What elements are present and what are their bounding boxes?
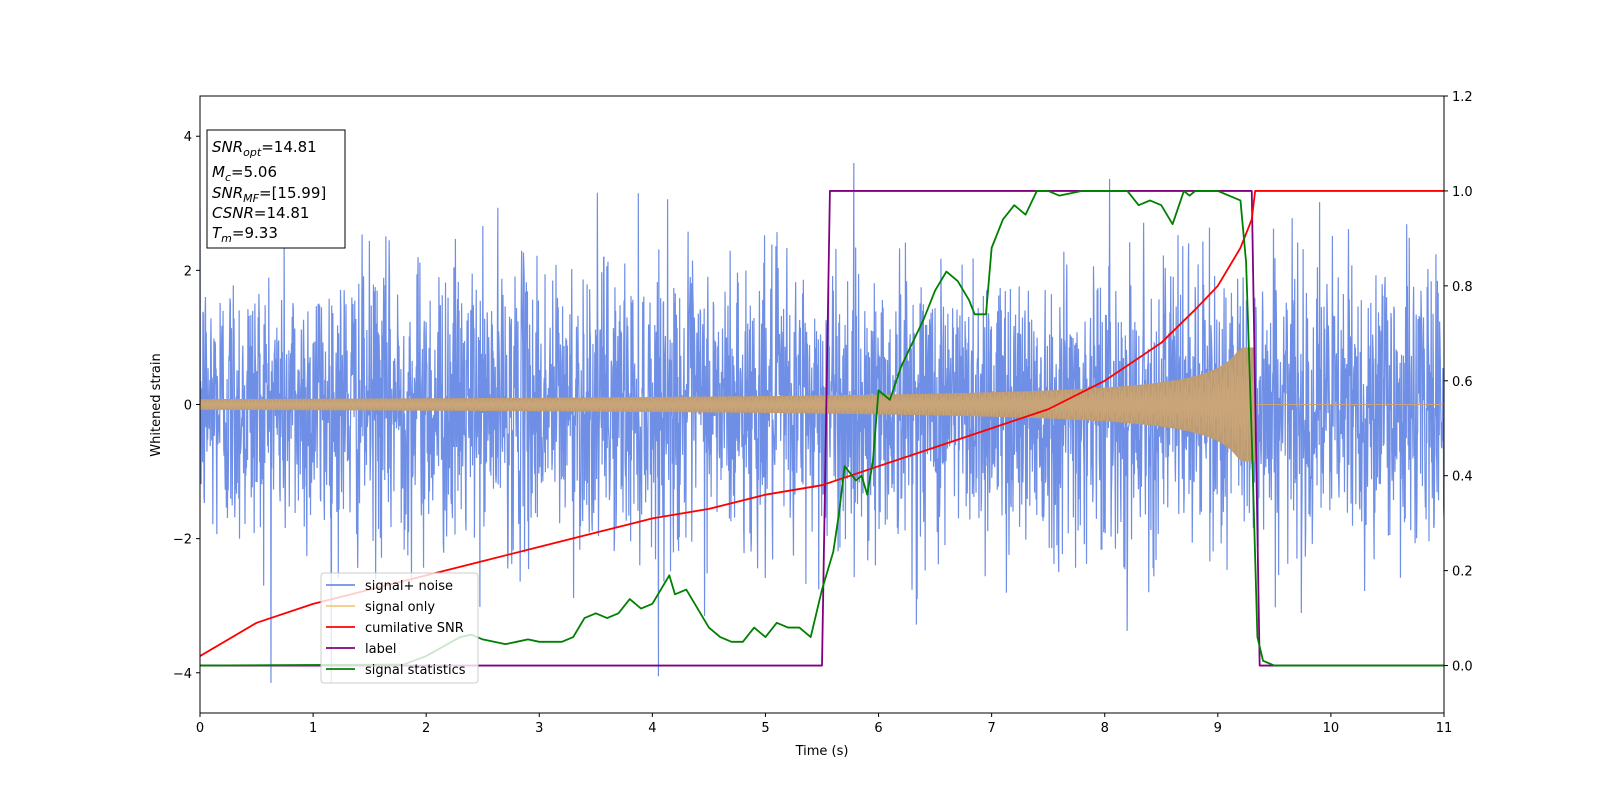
- annotation-csnr: CSNR=14.81: [212, 204, 309, 222]
- y-axis-left: −4 −2 0 2 4: [173, 130, 200, 682]
- y-right-tick-label: 0.2: [1452, 565, 1473, 580]
- x-tick-label: 7: [987, 721, 995, 736]
- y-axis-label: Whitened strain: [149, 353, 164, 456]
- x-tick-label: 2: [422, 721, 430, 736]
- y-right-tick-label: 1.2: [1452, 90, 1473, 105]
- x-tick-label: 6: [874, 721, 882, 736]
- legend-label-label: label: [365, 642, 396, 657]
- y-right-tick-label: 0.8: [1452, 280, 1473, 295]
- y-right-tick-label: 1.0: [1452, 185, 1473, 200]
- annotation-frame: [206, 129, 346, 249]
- y-left-tick-label: 2: [184, 264, 192, 279]
- x-tick-label: 0: [196, 721, 204, 736]
- legend-item-label: label: [326, 642, 396, 657]
- x-tick-label: 8: [1101, 721, 1109, 736]
- annotation-box: SNRopt=14.81 Mc=5.06 SNRMF=[15.99] CSNR=…: [206, 129, 346, 249]
- series-signal-only: [200, 348, 1444, 462]
- y-right-tick-label: 0.0: [1452, 660, 1473, 675]
- legend-label-signal-only: signal only: [365, 600, 435, 615]
- y-axis-right: 0.0 0.2 0.4 0.6 0.8 1.0 1.2: [1444, 90, 1473, 675]
- y-left-tick-label: −4: [173, 667, 192, 682]
- annotation-mc: Mc=5.06: [212, 163, 277, 184]
- series-layer: [200, 162, 1444, 683]
- legend-item-cumulative-snr: cumilative SNR: [326, 621, 464, 636]
- y-right-tick-label: 0.6: [1452, 375, 1473, 390]
- y-left-tick-label: −2: [173, 533, 192, 548]
- legend-item-signal-only: signal only: [326, 600, 435, 615]
- y-left-tick-label: 4: [184, 130, 192, 145]
- x-tick-label: 5: [761, 721, 769, 736]
- x-tick-label: 9: [1214, 721, 1222, 736]
- legend-item-signal-statistics: signal statistics: [326, 663, 466, 678]
- annotation-snr-opt: SNRopt=14.81: [212, 138, 317, 159]
- legend-label-signal-statistics: signal statistics: [365, 663, 466, 678]
- x-axis-label: Time (s): [795, 744, 849, 759]
- x-tick-label: 1: [309, 721, 317, 736]
- y-right-tick-label: 0.4: [1452, 470, 1473, 485]
- x-tick-label: 3: [535, 721, 543, 736]
- y-left-tick-label: 0: [184, 399, 192, 414]
- annotation-snr-mf: SNRMF=[15.99]: [212, 184, 326, 205]
- x-axis: 0 1 2 3 4 5 6 7 8 9 10 11: [196, 713, 1452, 736]
- x-tick-label: 11: [1436, 721, 1453, 736]
- legend-label-signal-noise: signal+ noise: [365, 579, 453, 594]
- x-tick-label: 4: [648, 721, 656, 736]
- legend-item-signal-noise: signal+ noise: [326, 579, 453, 594]
- legend-frame: [320, 572, 479, 684]
- x-tick-label: 10: [1323, 721, 1340, 736]
- series-signal-statistics: [200, 190, 1444, 667]
- legend: signal+ noise signal only cumilative SNR…: [320, 572, 479, 684]
- annotation-tm: Tm=9.33: [212, 224, 278, 245]
- legend-label-cumulative-snr: cumilative SNR: [365, 621, 464, 636]
